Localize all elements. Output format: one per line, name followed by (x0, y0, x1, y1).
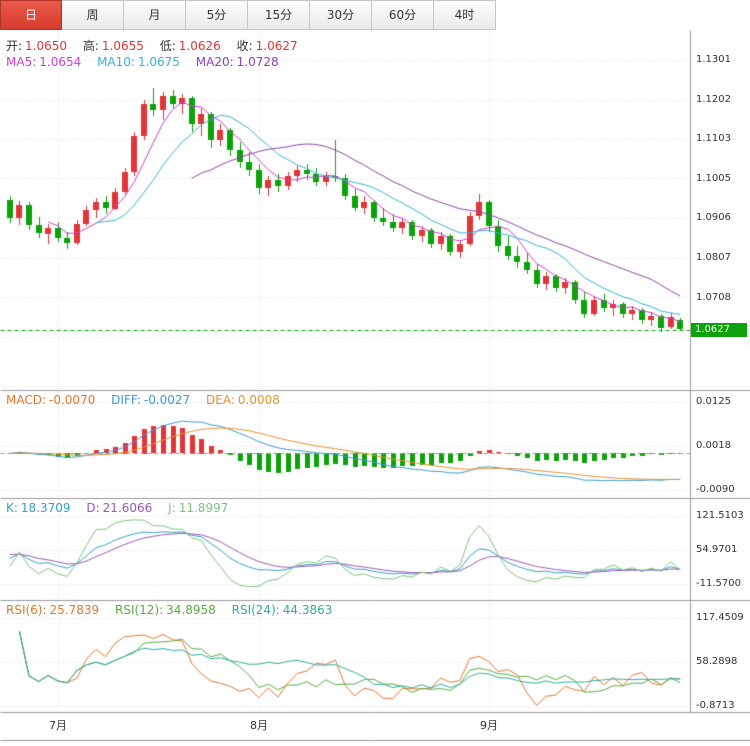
timeframe-tabbar: 日 周 月 5分 15分 30分 60分 4时 (0, 0, 496, 30)
k-value: K: 18.3709 (6, 501, 71, 515)
tab-4hour[interactable]: 4时 (434, 0, 496, 30)
tab-30min[interactable]: 30分 (310, 0, 372, 30)
main-y-tick: 1.1202 (696, 94, 731, 105)
ohlc-readout: 开: 1.0650 高: 1.0655 低: 1.0626 收: 1.0627 (6, 37, 310, 54)
macd-readout: MACD: -0.0070 DIFF: -0.0027 DEA: 0.0008 (6, 393, 292, 407)
main-y-tick: 1.0807 (696, 252, 731, 263)
ma-readout: MA5: 1.0654 MA10: 1.0675 MA20: 1.0728 (6, 55, 291, 69)
main-y-tick: 1.0906 (696, 212, 731, 223)
tab-5min[interactable]: 5分 (186, 0, 248, 30)
x-axis-month-august: 8月 (250, 719, 268, 732)
x-axis-month-september: 9月 (480, 719, 498, 732)
dea-value: DEA: 0.0008 (206, 393, 280, 407)
main-y-tick: 1.0708 (696, 292, 731, 303)
kdj-y-tick: -11.5700 (696, 578, 741, 589)
rsi6-value: RSI(6): 25.7839 (6, 603, 100, 617)
tab-week[interactable]: 周 (62, 0, 124, 30)
tab-month[interactable]: 月 (124, 0, 186, 30)
kdj-y-tick: 54.9701 (696, 544, 738, 555)
rsi12-value: RSI(12): 34.8958 (115, 603, 216, 617)
j-value: J: 11.8997 (168, 501, 229, 515)
tab-15min[interactable]: 15分 (248, 0, 310, 30)
current-price-badge: 1.0627 (691, 323, 747, 337)
ma20-readout: MA20: 1.0728 (195, 55, 279, 69)
rsi24-value: RSI(24): 44.3863 (231, 603, 333, 617)
rsi-y-tick: 58.2898 (696, 656, 738, 667)
tab-60min[interactable]: 60分 (372, 0, 434, 30)
diff-value: DIFF: -0.0027 (111, 393, 191, 407)
macd-y-tick: 0.0018 (696, 440, 731, 451)
kdj-y-tick: 121.5103 (696, 510, 744, 521)
rsi-y-tick: 117.4509 (696, 612, 744, 623)
low-readout: 低: 1.0626 (159, 39, 221, 53)
macd-y-tick: -0.0090 (696, 484, 735, 495)
main-y-tick: 1.1103 (696, 133, 731, 144)
rsi-y-tick: -0.8713 (696, 700, 735, 711)
macd-value: MACD: -0.0070 (6, 393, 96, 407)
main-y-tick: 1.1301 (696, 54, 731, 65)
d-value: D: 21.6066 (86, 501, 153, 515)
x-axis-month-july: 7月 (49, 719, 67, 732)
ma5-readout: MA5: 1.0654 (6, 55, 82, 69)
tab-day[interactable]: 日 (0, 0, 62, 30)
open-readout: 开: 1.0650 (6, 39, 68, 53)
high-readout: 高: 1.0655 (82, 39, 144, 53)
rsi-readout: RSI(6): 25.7839 RSI(12): 34.8958 RSI(24): 4… (6, 603, 344, 617)
kdj-readout: K: 18.3709 D: 21.6066 J: 11.8997 (6, 501, 240, 515)
close-readout: 收: 1.0627 (236, 39, 298, 53)
ma10-readout: MA10: 1.0675 (97, 55, 180, 69)
main-y-tick: 1.1005 (696, 173, 731, 184)
macd-y-tick: 0.0125 (696, 396, 731, 407)
